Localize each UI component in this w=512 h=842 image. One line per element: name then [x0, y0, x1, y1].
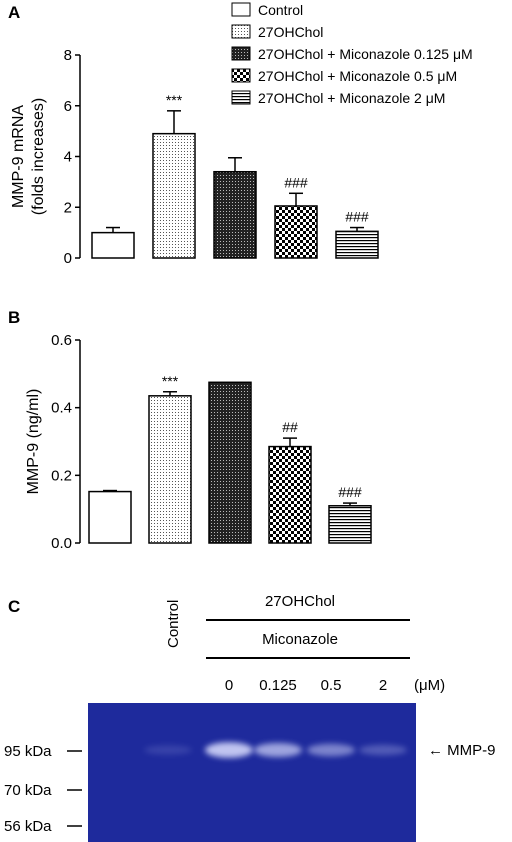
significance-label: ### [345, 209, 369, 225]
bar [152, 132, 196, 259]
y-axis-label: (folds increases) [30, 98, 47, 215]
y-tick-label: 6 [64, 98, 72, 115]
legend-swatch [231, 90, 251, 105]
gel-marker-label: 56 kDa [4, 818, 52, 835]
gel-band [144, 745, 192, 755]
y-tick-label: 0.4 [51, 400, 72, 417]
y-tick-label: 0.2 [51, 467, 72, 484]
gel-marker-label: 70 kDa [4, 782, 52, 799]
panel-letter-c: C [8, 597, 20, 616]
legend-label: 27OHChol + Miconazole 0.5 μM [258, 68, 457, 84]
gel-drug-label: Miconazole [262, 631, 338, 648]
y-tick-label: 4 [64, 149, 72, 166]
gel-concentration: 0 [225, 677, 233, 694]
y-tick-label: 0.0 [51, 535, 72, 552]
legend-swatch [231, 46, 251, 61]
legend: Control 27OHChol 27OHChol + Miconazole 0.1… [231, 2, 473, 106]
bar [335, 230, 379, 259]
bar [213, 170, 257, 259]
bar [274, 205, 318, 259]
gel-control-label: Control [165, 600, 182, 648]
legend-swatch [231, 68, 251, 83]
legend-label: 27OHChol + Miconazole 0.125 μM [258, 46, 473, 62]
y-axis-label: MMP-9 mRNA [10, 105, 27, 208]
y-tick-label: 0.6 [51, 332, 72, 349]
legend-swatch [231, 2, 251, 17]
chart-a: 0 2 4 6 8 MMP-9 mRNA (folds increases) *** ### ##… [10, 47, 379, 267]
gel-band [307, 743, 355, 757]
significance-label: ## [282, 419, 298, 435]
gel-markers: 95 kDa 70 kDa 56 kDa [4, 743, 82, 835]
y-tick-label: 2 [64, 199, 72, 216]
gel-concentration: 2 [379, 677, 387, 694]
significance-label: ### [338, 484, 362, 500]
gel-concentrations: 0 0.125 0.5 2 [225, 677, 387, 694]
gel-concentration: 0.125 [259, 677, 297, 694]
bar [91, 231, 135, 259]
gel-band-label: ← MMP-9 [428, 742, 496, 759]
panel-letter-b: B [8, 308, 20, 327]
bar [268, 445, 312, 544]
y-axis-label: MMP-9 (ng/ml) [25, 389, 42, 495]
legend-label: 27OHChol [258, 24, 323, 40]
gel-band [359, 744, 407, 756]
gel-treatment-label: 27OHChol [265, 593, 335, 610]
gel-concentration: 0.5 [321, 677, 342, 694]
significance-label: *** [166, 92, 183, 108]
significance-label: ### [284, 174, 308, 190]
gel-panel: Control 27OHChol Miconazole 0 0.125 0.5 2 (… [4, 593, 496, 842]
bar [328, 505, 372, 544]
y-tick-label: 8 [64, 47, 72, 64]
legend-label: 27OHChol + Miconazole 2 μM [258, 90, 445, 106]
y-tick-label: 0 [64, 250, 72, 267]
legend-label: Control [258, 2, 303, 18]
bar [148, 395, 192, 544]
bar [88, 490, 132, 544]
gel-marker-label: 95 kDa [4, 743, 52, 760]
gel-bands [144, 742, 407, 758]
legend-swatch [231, 24, 251, 39]
gel-unit: (μM) [414, 677, 445, 694]
gel-band [205, 742, 253, 758]
significance-label: *** [162, 373, 179, 389]
gel-band [254, 743, 302, 757]
panel-letter-a: A [8, 3, 20, 22]
bar [208, 381, 252, 544]
gel-image [88, 703, 416, 842]
